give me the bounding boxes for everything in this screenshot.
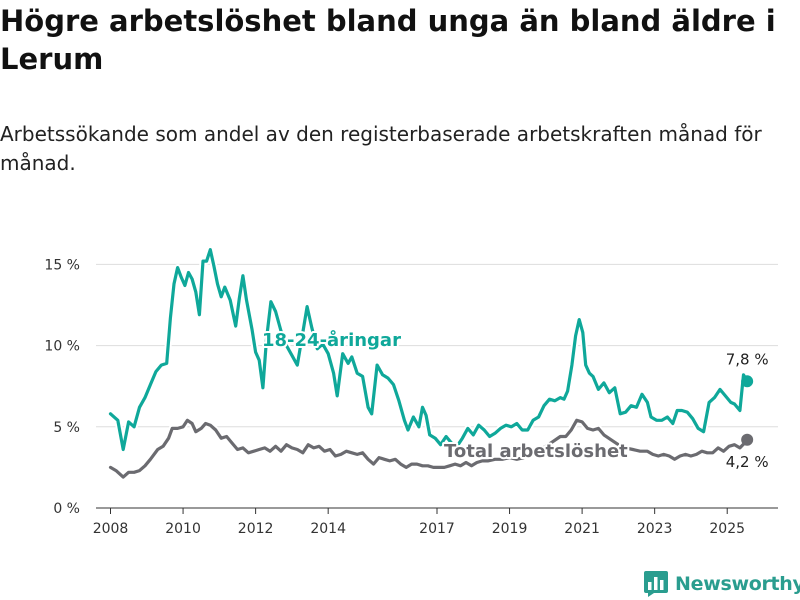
series-halo-youth bbox=[107, 246, 751, 453]
x-tick-label: 2014 bbox=[310, 521, 346, 537]
chart-subtitle: Arbetssökande som andel av den registerb… bbox=[0, 122, 762, 175]
x-tick-label: 2010 bbox=[165, 521, 201, 537]
series-line-youth bbox=[108, 248, 749, 452]
y-tick-label: 5 % bbox=[53, 420, 80, 436]
bar-chart-logo-icon bbox=[644, 571, 668, 597]
x-tick-label: 2025 bbox=[709, 521, 745, 537]
x-tick-label: 2012 bbox=[238, 521, 274, 537]
x-tick-label: 2023 bbox=[637, 521, 673, 537]
x-tick-label: 2021 bbox=[564, 521, 600, 537]
y-tick-label: 10 % bbox=[44, 339, 80, 355]
end-value-label-total: 4,2 % bbox=[726, 453, 769, 471]
y-tick-label: 15 % bbox=[44, 257, 80, 273]
series-label-total: Total arbetslöshet bbox=[444, 441, 628, 462]
series-layer bbox=[107, 246, 754, 481]
x-tick-label: 2008 bbox=[93, 521, 129, 537]
end-value-label-youth: 7,8 % bbox=[726, 350, 769, 368]
end-point-total bbox=[741, 433, 754, 446]
label-layer: 4,2 % 7,8 % 18-24-åringar Total arbetslöshe… bbox=[260, 327, 769, 471]
series-line-total bbox=[108, 418, 749, 479]
x-axis: 2008 2010 2012 2014 2017 2019 2021 2023 2025 bbox=[93, 508, 745, 537]
x-tick-label: 2017 bbox=[419, 521, 455, 537]
end-point-youth bbox=[741, 375, 754, 388]
chart-title: Högre arbetslöshet bland unga än bland ä… bbox=[0, 4, 776, 76]
x-tick-label: 2019 bbox=[492, 521, 528, 537]
brand-name: Newsworthy bbox=[675, 573, 800, 595]
y-axis: 0 % 5 % 10 % 15 % bbox=[44, 257, 80, 517]
y-tick-label: 0 % bbox=[53, 501, 80, 517]
newsworthy-logo: Newsworthy bbox=[644, 569, 800, 599]
series-label-youth: 18-24-åringar bbox=[262, 329, 401, 351]
